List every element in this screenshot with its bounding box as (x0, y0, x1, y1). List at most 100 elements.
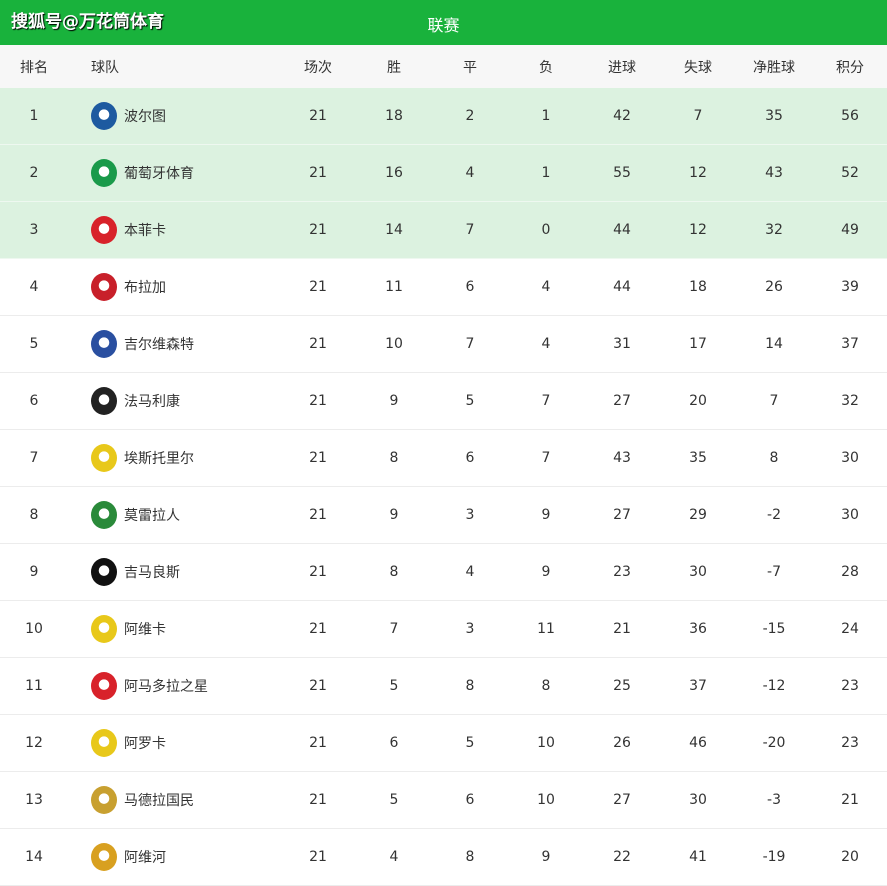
draws: 8 (465, 678, 475, 694)
team-cell[interactable]: 莫雷拉人 (91, 501, 180, 529)
table-row[interactable]: 8 莫雷拉人 21 9 3 9 27 29 -2 30 (0, 487, 887, 544)
table-row[interactable]: 2 葡萄牙体育 21 16 4 1 55 12 43 52 (0, 145, 887, 202)
table-row[interactable]: 6 法马利康 21 9 5 7 27 20 7 32 (0, 373, 887, 430)
goals-against: 18 (689, 279, 707, 295)
team-name: 本菲卡 (124, 223, 166, 239)
draws: 4 (465, 564, 475, 580)
played: 21 (309, 849, 327, 865)
goals-against: 35 (689, 450, 707, 466)
team-name: 阿维河 (124, 850, 166, 866)
team-cell[interactable]: 法马利康 (91, 387, 180, 415)
table-row[interactable]: 12 阿罗卡 21 6 5 10 26 46 -20 23 (0, 715, 887, 772)
team-cell[interactable]: 阿马多拉之星 (91, 672, 208, 700)
goals-against: 30 (689, 792, 707, 808)
table-row[interactable]: 10 阿维卡 21 7 3 11 21 36 -15 24 (0, 601, 887, 658)
team-cell[interactable]: 吉尔维森特 (91, 330, 194, 358)
team-name: 马德拉国民 (124, 793, 194, 809)
team-cell[interactable]: 埃斯托里尔 (91, 444, 194, 472)
header-goal-diff: 净胜球 (753, 59, 795, 76)
table-row[interactable]: 3 本菲卡 21 14 7 0 44 12 32 49 (0, 202, 887, 259)
table-row[interactable]: 14 阿维河 21 4 8 9 22 41 -19 20 (0, 829, 887, 886)
draws: 8 (465, 849, 475, 865)
wins: 8 (389, 564, 399, 580)
draws: 5 (465, 393, 475, 409)
table-row[interactable]: 1 波尔图 21 18 2 1 42 7 35 56 (0, 88, 887, 145)
losses: 4 (541, 336, 551, 352)
goal-diff: -2 (767, 507, 781, 523)
team-name: 阿维卡 (124, 622, 166, 638)
goals-against: 7 (693, 108, 703, 124)
goals-for: 22 (613, 849, 631, 865)
losses: 7 (541, 450, 551, 466)
goals-against: 30 (689, 564, 707, 580)
goals-for: 31 (613, 336, 631, 352)
goals-for: 44 (613, 279, 631, 295)
points: 23 (841, 678, 859, 694)
wins: 18 (385, 108, 403, 124)
played: 21 (309, 279, 327, 295)
losses: 8 (541, 678, 551, 694)
losses: 10 (537, 735, 555, 751)
team-logo-icon (91, 216, 117, 244)
header-goals-against: 失球 (684, 59, 712, 76)
rank: 4 (29, 279, 39, 295)
team-cell[interactable]: 阿罗卡 (91, 729, 166, 757)
wins: 9 (389, 393, 399, 409)
goals-for: 27 (613, 507, 631, 523)
goals-for: 44 (613, 222, 631, 238)
team-name: 埃斯托里尔 (124, 451, 194, 467)
team-cell[interactable]: 阿维卡 (91, 615, 166, 643)
wins: 8 (389, 450, 399, 466)
played: 21 (309, 564, 327, 580)
goal-diff: 43 (765, 165, 783, 181)
goals-for: 21 (613, 621, 631, 637)
team-logo-icon (91, 786, 117, 814)
team-cell[interactable]: 布拉加 (91, 273, 166, 301)
rank: 8 (29, 507, 39, 523)
table-row[interactable]: 9 吉马良斯 21 8 4 9 23 30 -7 28 (0, 544, 887, 601)
rank: 3 (29, 222, 39, 238)
wins: 5 (389, 792, 399, 808)
team-name: 阿罗卡 (124, 736, 166, 752)
page-title: 联赛 (427, 16, 460, 35)
draws: 3 (465, 621, 475, 637)
header-team: 球队 (91, 59, 119, 76)
goal-diff: 7 (769, 393, 779, 409)
team-logo-icon (91, 273, 117, 301)
team-logo-icon (91, 843, 117, 871)
table-row[interactable]: 13 马德拉国民 21 5 6 10 27 30 -3 21 (0, 772, 887, 829)
wins: 7 (389, 621, 399, 637)
points: 30 (841, 450, 859, 466)
team-cell[interactable]: 葡萄牙体育 (91, 159, 194, 187)
team-cell[interactable]: 本菲卡 (91, 216, 166, 244)
team-cell[interactable]: 吉马良斯 (91, 558, 180, 586)
team-logo-icon (91, 501, 117, 529)
draws: 4 (465, 165, 475, 181)
team-cell[interactable]: 马德拉国民 (91, 786, 194, 814)
draws: 6 (465, 792, 475, 808)
table-row[interactable]: 5 吉尔维森特 21 10 7 4 31 17 14 37 (0, 316, 887, 373)
header-points: 积分 (836, 59, 864, 76)
wins: 5 (389, 678, 399, 694)
team-name: 吉马良斯 (124, 565, 180, 581)
team-cell[interactable]: 阿维河 (91, 843, 166, 871)
points: 32 (841, 393, 859, 409)
wins: 4 (389, 849, 399, 865)
table-row[interactable]: 7 埃斯托里尔 21 8 6 7 43 35 8 30 (0, 430, 887, 487)
team-logo-icon (91, 387, 117, 415)
team-cell[interactable]: 波尔图 (91, 102, 166, 130)
losses: 10 (537, 792, 555, 808)
table-row[interactable]: 11 阿马多拉之星 21 5 8 8 25 37 -12 23 (0, 658, 887, 715)
table-row[interactable]: 4 布拉加 21 11 6 4 44 18 26 39 (0, 259, 887, 316)
goals-against: 20 (689, 393, 707, 409)
header-played: 场次 (304, 59, 332, 76)
goal-diff: 8 (769, 450, 779, 466)
team-name: 布拉加 (124, 280, 166, 296)
goals-for: 27 (613, 393, 631, 409)
points: 21 (841, 792, 859, 808)
rank: 1 (29, 108, 39, 124)
goals-against: 17 (689, 336, 707, 352)
goals-against: 41 (689, 849, 707, 865)
losses: 11 (537, 621, 555, 637)
goals-for: 26 (613, 735, 631, 751)
